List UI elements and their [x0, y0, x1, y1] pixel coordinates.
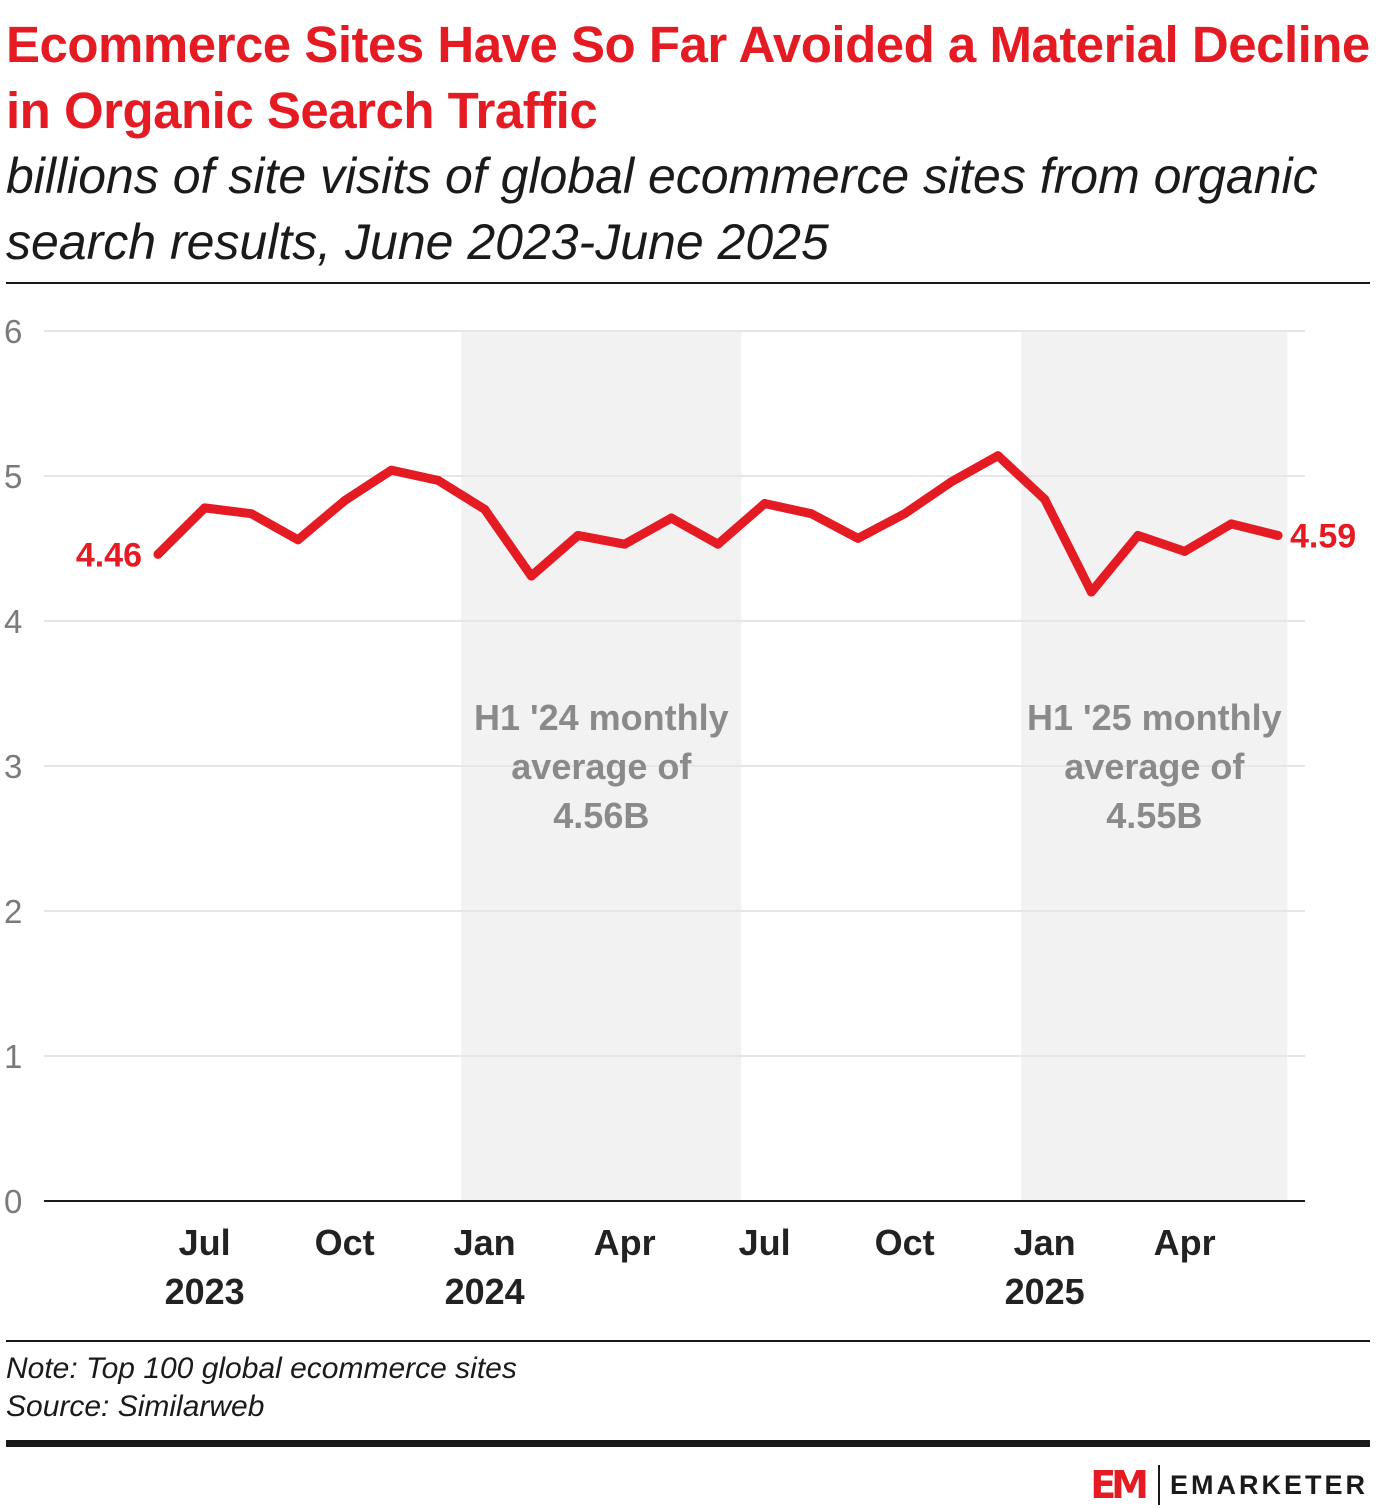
y-tick-label: 2 — [4, 893, 22, 930]
region-annotation-text: 4.56B — [553, 795, 649, 836]
data-point — [480, 504, 490, 514]
top-divider — [6, 282, 1370, 284]
y-tick-label: 1 — [4, 1038, 22, 1075]
data-point — [526, 571, 536, 581]
footnotes: Note: Top 100 global ecommerce sites Sou… — [6, 1350, 517, 1426]
x-axis-ticks: Jul 2023 Oct Jan 2024 Apr Jul Oct Jan 2025 Apr — [165, 1222, 1216, 1312]
x-tick-year-label: 2025 — [1005, 1271, 1085, 1312]
chart-subtitle: billions of site visits of global ecomme… — [6, 148, 1318, 270]
region-annotation-text: average of — [1064, 746, 1245, 787]
data-point — [1133, 530, 1143, 540]
gridlines — [44, 330, 1305, 1202]
y-tick-label: 5 — [4, 458, 22, 495]
data-point — [153, 549, 163, 559]
region-annotation-text: H1 '24 monthly — [474, 697, 729, 738]
line-chart: H1 '24 monthly average of 4.56B H1 '25 mont… — [4, 313, 1356, 1312]
data-point — [900, 509, 910, 519]
x-tick-year-label: 2023 — [165, 1271, 245, 1312]
data-point — [386, 465, 396, 475]
source-text: Source: Similarweb — [6, 1390, 265, 1423]
x-tick-label: Jul — [179, 1222, 231, 1263]
x-tick-label: Jul — [739, 1222, 791, 1263]
y-tick-label: 3 — [4, 748, 22, 785]
data-point — [806, 509, 816, 519]
region-annotation-text: 4.55B — [1106, 795, 1202, 836]
data-point — [340, 496, 350, 506]
data-label: 4.46 — [76, 536, 142, 574]
x-tick-label: Jan — [1014, 1222, 1076, 1263]
bottom-divider — [6, 1440, 1370, 1447]
data-point — [293, 535, 303, 545]
data-point — [433, 475, 443, 485]
x-tick-label: Apr — [1154, 1222, 1216, 1263]
series-line-group — [153, 451, 1283, 597]
data-point — [573, 530, 583, 540]
logo-separator — [1157, 1465, 1160, 1505]
data-point — [713, 539, 723, 549]
data-point — [853, 533, 863, 543]
data-point — [666, 513, 676, 523]
data-point — [993, 451, 1003, 461]
brand-name: EMARKETER — [1169, 1470, 1368, 1500]
data-point — [1086, 587, 1096, 597]
region-annotation-text: average of — [511, 746, 692, 787]
y-axis-ticks: 0 1 2 3 4 5 6 — [4, 313, 22, 1220]
x-tick-label: Oct — [875, 1222, 935, 1263]
y-tick-label: 4 — [4, 603, 22, 640]
x-tick-label: Apr — [594, 1222, 656, 1263]
data-point — [200, 503, 210, 513]
y-tick-label: 0 — [4, 1183, 22, 1220]
data-point — [760, 499, 770, 509]
em-logo-icon: EM — [1090, 1463, 1149, 1507]
x-tick-label: Oct — [315, 1222, 375, 1263]
data-point — [620, 539, 630, 549]
data-label: 4.59 — [1290, 517, 1356, 555]
data-labels: 4.46 4.59 — [76, 517, 1356, 574]
note-text: Note: Top 100 global ecommerce sites — [6, 1352, 517, 1385]
annotations: H1 '24 monthly average of 4.56B H1 '25 mont… — [474, 697, 1282, 836]
data-point — [246, 509, 256, 519]
region-annotation-text: H1 '25 monthly — [1027, 697, 1282, 738]
data-point — [946, 477, 956, 487]
data-point — [1273, 530, 1283, 540]
chart-title: Ecommerce Sites Have So Far Avoided a Ma… — [6, 16, 1370, 139]
emarketer-logo: EM EMARKETER — [1090, 1462, 1368, 1508]
x-tick-year-label: 2024 — [445, 1271, 525, 1312]
y-tick-label: 6 — [4, 313, 22, 350]
data-point — [1226, 519, 1236, 529]
data-point — [1180, 546, 1190, 556]
x-tick-label: Jan — [454, 1222, 516, 1263]
footer-divider — [6, 1340, 1370, 1342]
data-point — [1040, 494, 1050, 504]
